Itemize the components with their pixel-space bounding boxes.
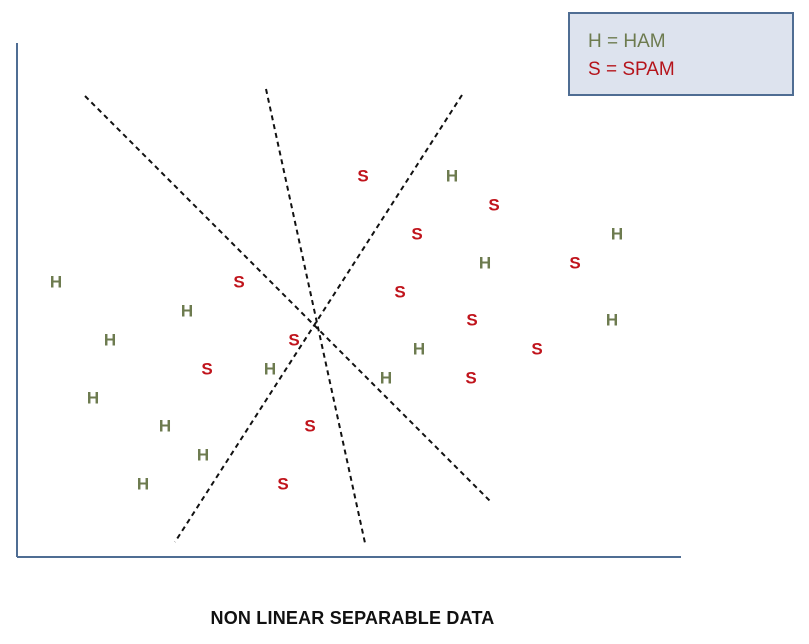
ham-point: H <box>104 331 116 350</box>
legend-box: H = HAM S = SPAM <box>568 12 794 96</box>
ham-point: H <box>264 360 276 379</box>
ham-point: H <box>380 369 392 388</box>
ham-point: H <box>611 225 623 244</box>
separator-line-2 <box>265 88 366 544</box>
legend-spam: S = SPAM <box>588 59 675 80</box>
ham-point: H <box>137 475 149 494</box>
legend-ham: H = HAM <box>588 31 666 52</box>
spam-point: S <box>233 273 244 292</box>
separator-line-3 <box>174 94 463 543</box>
ham-point: H <box>479 254 491 273</box>
spam-point: S <box>277 475 288 494</box>
separator-line-1 <box>84 95 493 504</box>
spam-point: S <box>531 340 542 359</box>
spam-point: S <box>466 311 477 330</box>
ham-point: H <box>606 311 618 330</box>
spam-point: S <box>201 360 212 379</box>
spam-point: S <box>304 417 315 436</box>
spam-point: S <box>357 167 368 186</box>
spam-point: S <box>288 331 299 350</box>
ham-point: H <box>446 167 458 186</box>
ham-point: H <box>413 340 425 359</box>
spam-point: S <box>488 196 499 215</box>
data-points: S HSS HH SH SSH S HSH H SS H H SHH SHH S <box>50 167 623 494</box>
ham-point: H <box>87 389 99 408</box>
spam-point: S <box>465 369 476 388</box>
ham-point: H <box>159 417 171 436</box>
spam-point: S <box>411 225 422 244</box>
ham-point: H <box>197 446 209 465</box>
diagram-caption: NON LINEAR SEPARABLE DATA <box>210 608 495 628</box>
ham-point: H <box>181 302 193 321</box>
ham-point: H <box>50 273 62 292</box>
spam-point: S <box>394 283 405 302</box>
spam-point: S <box>569 254 580 273</box>
